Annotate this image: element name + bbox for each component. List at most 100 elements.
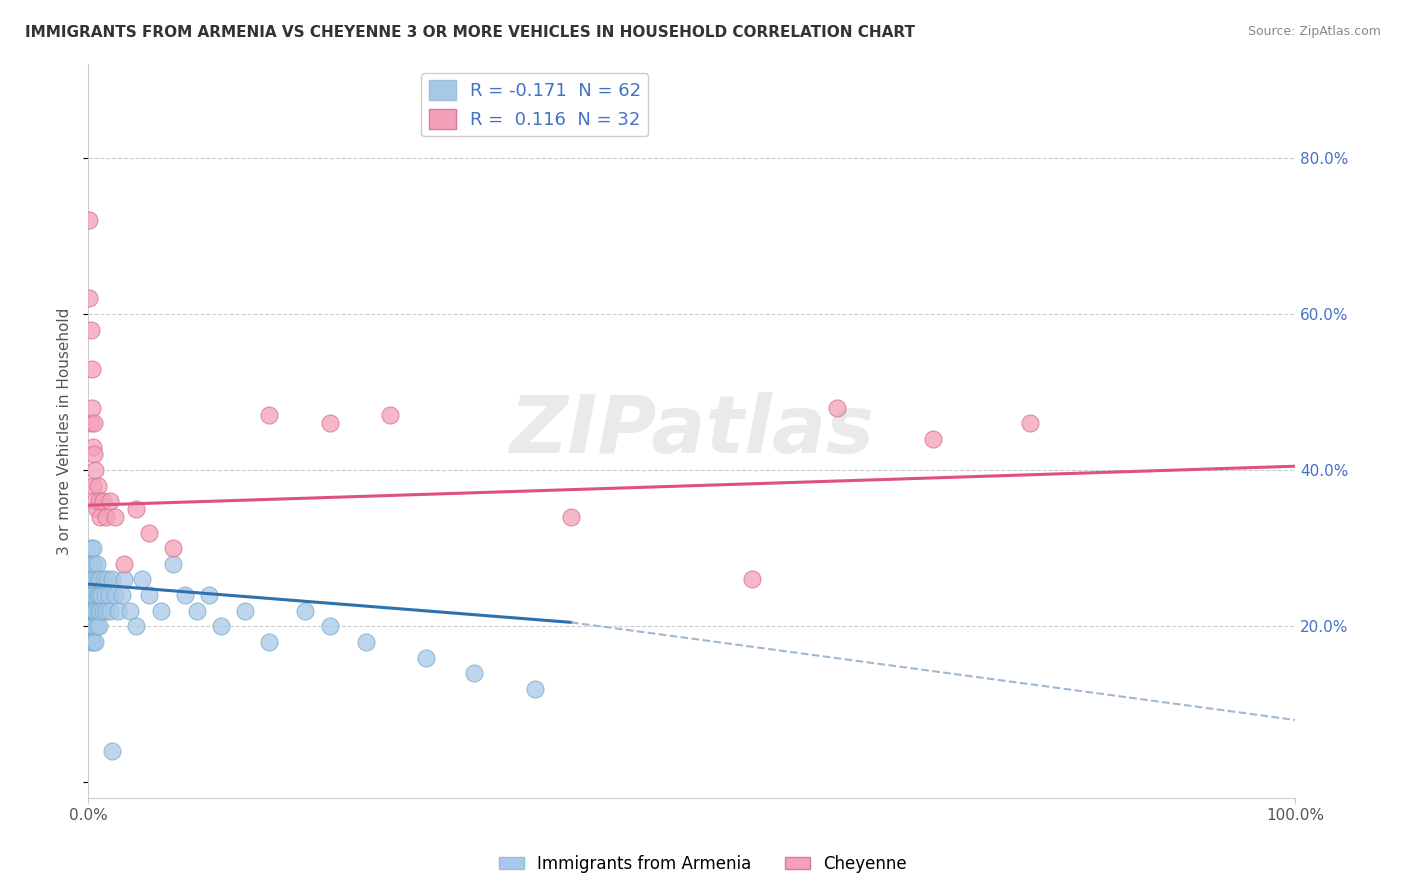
Point	[111, 588, 134, 602]
Point	[415, 650, 437, 665]
Point	[82, 479, 104, 493]
Point	[91, 494, 114, 508]
Point	[80, 619, 103, 633]
Point	[162, 541, 184, 556]
Text: Source: ZipAtlas.com: Source: ZipAtlas.com	[1247, 25, 1381, 38]
Point	[233, 604, 256, 618]
Point	[209, 619, 232, 633]
Point	[89, 604, 111, 618]
Point	[79, 213, 101, 227]
Point	[138, 588, 160, 602]
Point	[86, 619, 108, 633]
Point	[87, 588, 110, 602]
Point	[378, 409, 401, 423]
Point	[463, 666, 485, 681]
Point	[104, 588, 127, 602]
Point	[83, 416, 105, 430]
Point	[101, 573, 124, 587]
Point	[198, 588, 221, 602]
Point	[79, 291, 101, 305]
Point	[257, 635, 280, 649]
Point	[173, 588, 195, 602]
Point	[79, 573, 101, 587]
Point	[79, 588, 101, 602]
Point	[87, 494, 110, 508]
Point	[83, 604, 105, 618]
Point	[107, 604, 129, 618]
Point	[84, 573, 107, 587]
Point	[80, 401, 103, 415]
Point	[87, 619, 110, 633]
Point	[82, 635, 104, 649]
Point	[90, 588, 112, 602]
Point	[294, 604, 316, 618]
Text: IMMIGRANTS FROM ARMENIA VS CHEYENNE 3 OR MORE VEHICLES IN HOUSEHOLD CORRELATION : IMMIGRANTS FROM ARMENIA VS CHEYENNE 3 OR…	[25, 25, 915, 40]
Point	[82, 573, 104, 587]
Point	[87, 479, 110, 493]
Point	[162, 557, 184, 571]
Point	[98, 604, 121, 618]
Point	[120, 604, 142, 618]
Point	[922, 432, 945, 446]
Point	[131, 573, 153, 587]
Point	[257, 409, 280, 423]
Y-axis label: 3 or more Vehicles in Household: 3 or more Vehicles in Household	[58, 308, 72, 555]
Point	[93, 573, 115, 587]
Point	[125, 619, 148, 633]
Point	[80, 361, 103, 376]
Point	[82, 440, 104, 454]
Point	[112, 557, 135, 571]
Point	[84, 604, 107, 618]
Point	[318, 619, 340, 633]
Point	[1018, 416, 1040, 430]
Point	[523, 681, 546, 696]
Point	[104, 510, 127, 524]
Point	[94, 588, 117, 602]
Point	[98, 494, 121, 508]
Point	[79, 635, 101, 649]
Point	[825, 401, 848, 415]
Point	[86, 557, 108, 571]
Point	[79, 604, 101, 618]
Text: ZIPatlas: ZIPatlas	[509, 392, 875, 470]
Point	[83, 588, 105, 602]
Point	[84, 463, 107, 477]
Legend: Immigrants from Armenia, Cheyenne: Immigrants from Armenia, Cheyenne	[492, 848, 914, 880]
Point	[86, 502, 108, 516]
Point	[96, 604, 118, 618]
Point	[101, 744, 124, 758]
Point	[82, 541, 104, 556]
Point	[89, 573, 111, 587]
Point	[96, 510, 118, 524]
Point	[79, 541, 101, 556]
Legend: R = -0.171  N = 62, R =  0.116  N = 32: R = -0.171 N = 62, R = 0.116 N = 32	[422, 73, 648, 136]
Point	[560, 510, 582, 524]
Point	[80, 557, 103, 571]
Point	[318, 416, 340, 430]
Point	[87, 573, 110, 587]
Point	[96, 573, 118, 587]
Point	[125, 502, 148, 516]
Point	[79, 619, 101, 633]
Point	[741, 573, 763, 587]
Point	[112, 573, 135, 587]
Point	[84, 494, 107, 508]
Point	[97, 588, 120, 602]
Point	[149, 604, 172, 618]
Point	[80, 588, 103, 602]
Point	[82, 604, 104, 618]
Point	[79, 416, 101, 430]
Point	[83, 557, 105, 571]
Point	[84, 635, 107, 649]
Point	[354, 635, 377, 649]
Point	[83, 448, 105, 462]
Point	[186, 604, 208, 618]
Point	[79, 557, 101, 571]
Point	[83, 619, 105, 633]
Point	[86, 588, 108, 602]
Point	[91, 604, 114, 618]
Point	[138, 525, 160, 540]
Point	[89, 510, 111, 524]
Point	[87, 604, 110, 618]
Point	[79, 322, 101, 336]
